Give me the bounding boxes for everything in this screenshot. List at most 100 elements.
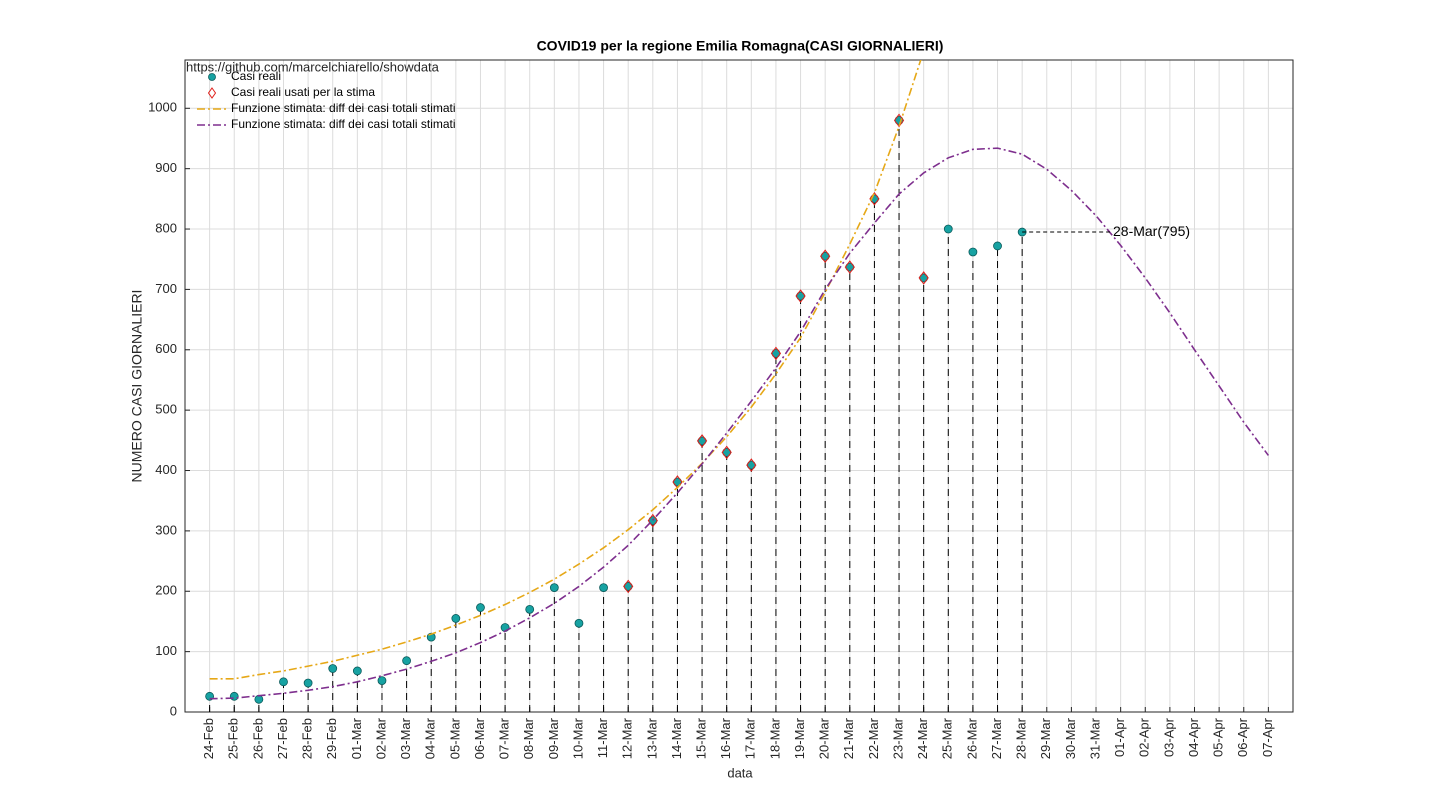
x-tick-label: 07-Apr (1260, 717, 1275, 757)
x-tick-label: 06-Mar (472, 717, 487, 759)
diamond-marker (844, 260, 855, 274)
y-tick-label: 700 (155, 281, 177, 296)
data-point (352, 666, 362, 676)
y-tick-label: 200 (155, 583, 177, 598)
x-tick-label: 10-Mar (570, 717, 585, 759)
line-series (209, 147, 1270, 700)
diamond-marker (721, 445, 732, 460)
legend-label: Funzione stimata: diff dei casi totali s… (231, 101, 456, 115)
x-tick-label: 08-Mar (521, 717, 536, 759)
y-tick-label: 400 (155, 462, 177, 477)
x-tick-label: 25-Mar (940, 717, 955, 759)
y-axis-label: NUMERO CASI GIORNALIERI (129, 290, 145, 483)
x-tick-label: 04-Mar (423, 717, 438, 759)
x-tick-label: 19-Mar (792, 717, 807, 759)
x-tick-label: 26-Mar (964, 717, 979, 759)
x-tick-label: 14-Mar (669, 717, 684, 759)
x-tick-label: 28-Feb (300, 718, 315, 759)
x-tick-label: 21-Mar (841, 717, 856, 759)
diamond-marker (746, 458, 757, 472)
x-tick-label: 11-Mar (595, 717, 610, 758)
x-tick-label: 12-Mar (620, 717, 635, 759)
x-tick-label: 06-Apr (1235, 717, 1250, 757)
y-tick-label: 500 (155, 402, 177, 417)
legend-marker (208, 73, 216, 81)
data-point (254, 694, 264, 704)
plot-frame (184, 59, 1294, 713)
x-tick-label: 24-Feb (201, 718, 216, 759)
x-tick-label: 30-Mar (1063, 717, 1078, 759)
x-tick-label: 28-Mar (1014, 717, 1029, 759)
source-text: https://github.com/marcelchiarello/showd… (186, 59, 440, 74)
y-tick-label: 0 (170, 703, 177, 718)
legend-label: Casi reali (231, 69, 281, 83)
x-tick-label: 16-Mar (718, 717, 733, 759)
x-tick-label: 04-Apr (1186, 717, 1201, 757)
diamond-marker (820, 249, 831, 264)
data-point (968, 247, 978, 257)
diamond-marker (869, 192, 880, 206)
data-point (279, 677, 288, 687)
data-point (549, 583, 559, 593)
y-tick-label: 1000 (148, 100, 177, 115)
x-tick-label: 03-Apr (1161, 717, 1176, 757)
diamond-marker (696, 434, 708, 448)
x-tick-label: 23-Mar (890, 717, 905, 759)
x-tick-label: 09-Mar (546, 717, 561, 759)
x-tick-label: 15-Mar (694, 717, 709, 759)
x-tick-label: 26-Feb (250, 718, 265, 759)
data-point (328, 664, 338, 673)
data-point (993, 241, 1002, 251)
x-tick-label: 07-Mar (497, 717, 512, 759)
x-tick-label: 03-Mar (398, 717, 413, 759)
x-axis-label: data (727, 765, 753, 780)
y-tick-label: 900 (155, 160, 177, 175)
x-tick-label: 18-Mar (767, 717, 782, 759)
data-point (303, 678, 313, 688)
x-tick-label: 17-Mar (743, 717, 758, 759)
diamond-marker (918, 271, 929, 285)
data-point (377, 676, 387, 686)
chart-title: COVID19 per la regione Emilia Romagna(CA… (537, 38, 944, 54)
x-tick-label: 01-Mar (349, 717, 364, 759)
data-point (229, 691, 239, 701)
annotation: 28-Mar(795) (1113, 223, 1190, 239)
data-point (574, 618, 584, 628)
legend-label: Casi reali usati per la stima (231, 85, 375, 99)
diamond-marker (893, 113, 905, 128)
x-tick-label: 25-Feb (226, 718, 241, 759)
x-tick-label: 01-Apr (1112, 717, 1127, 757)
x-tick-label: 13-Mar (644, 717, 659, 759)
y-tick-label: 800 (155, 220, 177, 235)
legend-marker (207, 87, 217, 99)
x-tick-label: 29-Feb (324, 718, 339, 759)
x-tick-label: 20-Mar (817, 717, 832, 759)
data-point (943, 224, 953, 234)
data-point (476, 603, 485, 612)
x-tick-label: 02-Mar (373, 717, 388, 759)
data-point (525, 604, 535, 614)
data-point (599, 583, 608, 593)
x-tick-label: 05-Apr (1211, 717, 1226, 757)
y-tick-label: 300 (155, 522, 177, 537)
x-tick-label: 24-Mar (915, 717, 930, 759)
x-tick-label: 27-Feb (275, 718, 290, 759)
x-tick-label: 05-Mar (447, 717, 462, 759)
x-tick-label: 27-Mar (989, 717, 1004, 759)
legend-label: Funzione stimata: diff dei casi totali s… (231, 117, 456, 131)
diamond-marker (795, 289, 806, 303)
x-tick-label: 02-Apr (1137, 717, 1152, 757)
x-tick-label: 31-Mar (1087, 717, 1102, 759)
diamond-marker (770, 346, 782, 361)
data-point (402, 656, 412, 666)
line-series (209, 60, 922, 680)
diamond-marker (623, 579, 634, 594)
diamond-marker (647, 513, 658, 528)
y-tick-label: 600 (155, 341, 177, 356)
x-tick-label: 29-Mar (1038, 717, 1053, 759)
x-tick-label: 22-Mar (866, 717, 881, 759)
plot-area (205, 60, 1270, 712)
y-tick-label: 100 (155, 643, 177, 658)
data-point (451, 614, 461, 623)
